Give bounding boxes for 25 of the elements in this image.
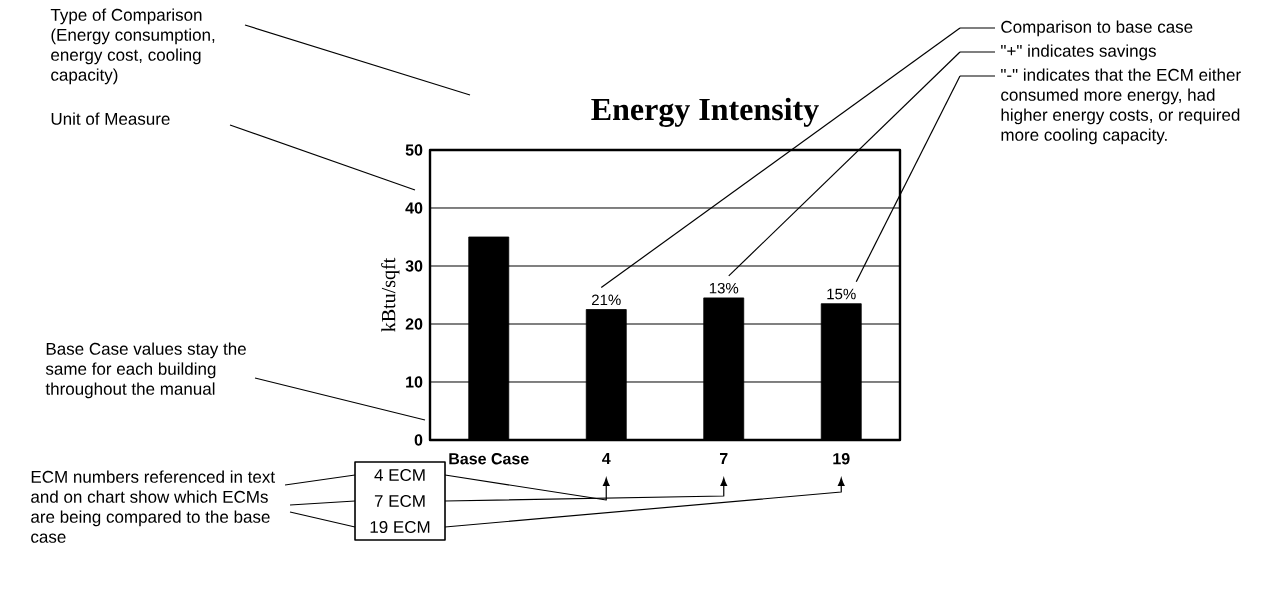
y-tick-label: 40	[405, 202, 423, 214]
x-tick-label: 19	[833, 453, 850, 465]
y-axis-title: kBtu/sqft	[381, 257, 400, 332]
text: ECM numbers referenced in text and on chart show which ECMs are being compared to the base case	[31, 470, 275, 543]
text: Type of Comparison (Energy consumption, energy cost, cooling capacity)	[50, 8, 215, 85]
y-tick-label: 0	[414, 434, 423, 446]
text: Unit of Measure	[51, 112, 170, 125]
y-tick-label: 30	[405, 260, 423, 272]
y-tick-label: 50	[405, 144, 423, 156]
annotation: 15%	[827, 288, 856, 300]
text: Comparison to base case	[1001, 20, 1193, 37]
text: 7 ECM	[374, 494, 425, 507]
x-tick-label: 4	[602, 453, 611, 465]
x-tick-label: Base Case	[449, 453, 529, 465]
chart-title: Energy Intensity	[591, 97, 819, 127]
y-tick-label: 10	[406, 376, 423, 388]
text: "-" indicates that the ECM either consumed more energy, had higher energy costs, or required more cooling capacity.	[1001, 68, 1241, 145]
annotation: 21%	[591, 294, 621, 306]
y-tick-label: 20	[405, 318, 423, 330]
text: 4 ECM	[374, 468, 425, 481]
annotation: 13%	[709, 282, 739, 294]
x-tick-label: 7	[719, 453, 728, 465]
text: "+" indicates savings	[1001, 44, 1156, 61]
text: Base Case values stay the same for each building throughout the manual	[45, 342, 246, 399]
text: 19 ECM	[370, 520, 430, 533]
